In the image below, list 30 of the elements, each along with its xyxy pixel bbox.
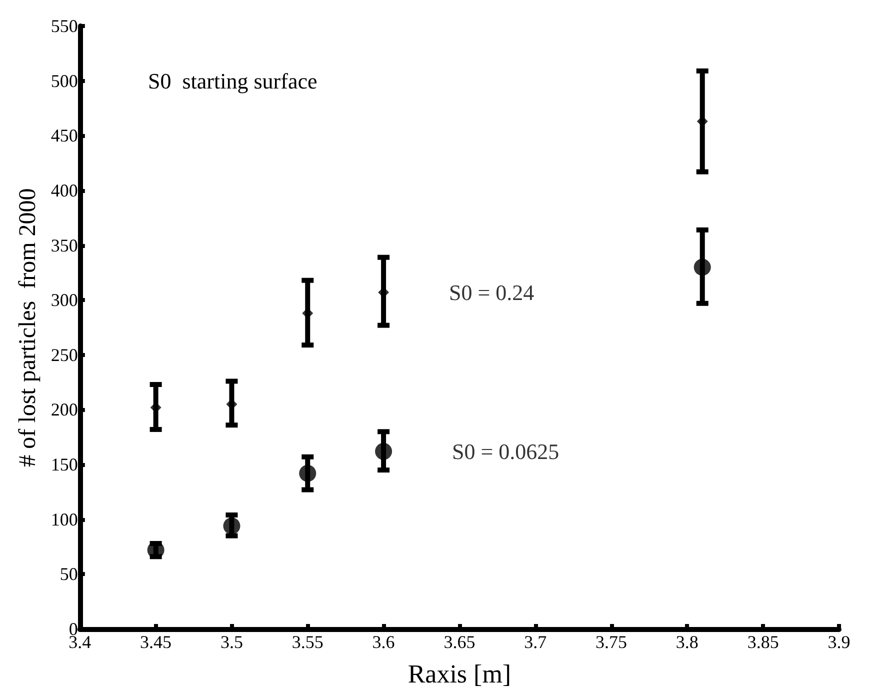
y-tick-label: 550 (50, 16, 78, 36)
x-tick-label: 3.9 (828, 632, 850, 652)
x-tick-label: 3.8 (676, 632, 698, 652)
y-tick-label: 400 (50, 180, 78, 200)
point (694, 258, 711, 276)
y-tick-label: 350 (50, 235, 78, 256)
y-tick-label: 50 (60, 564, 78, 584)
y-axis-title: # of lost particles from 2000 (15, 188, 41, 467)
point (375, 442, 392, 460)
y-tick-label: 100 (50, 509, 78, 530)
y-tick-label: 300 (50, 290, 78, 310)
x-tick-label: 3.45 (140, 632, 172, 652)
point (299, 464, 316, 482)
text: S0 = 0.24 (449, 280, 534, 305)
y-tick-label: 500 (50, 70, 78, 91)
y-tick-label: 200 (50, 400, 78, 420)
x-tick-label: 3.85 (747, 632, 779, 652)
annotation: S0 starting surface (148, 68, 318, 94)
x-tick-label: 3.65 (444, 632, 476, 652)
y-tick-label: 150 (50, 454, 78, 475)
point (223, 517, 240, 534)
y-tick-label: 250 (50, 344, 78, 365)
x-tick-label: 3.7 (524, 632, 547, 652)
x-axis-title: Raxis [m] (408, 660, 512, 688)
x-tick-label: 3.6 (372, 632, 395, 652)
x-tick-label: 3.75 (596, 632, 628, 652)
text: S0 = 0.0625 (452, 438, 560, 464)
x-tick-label: 3.55 (292, 632, 324, 652)
y-tick-label: 450 (50, 126, 78, 146)
x-tick-label: 3.5 (220, 632, 243, 652)
